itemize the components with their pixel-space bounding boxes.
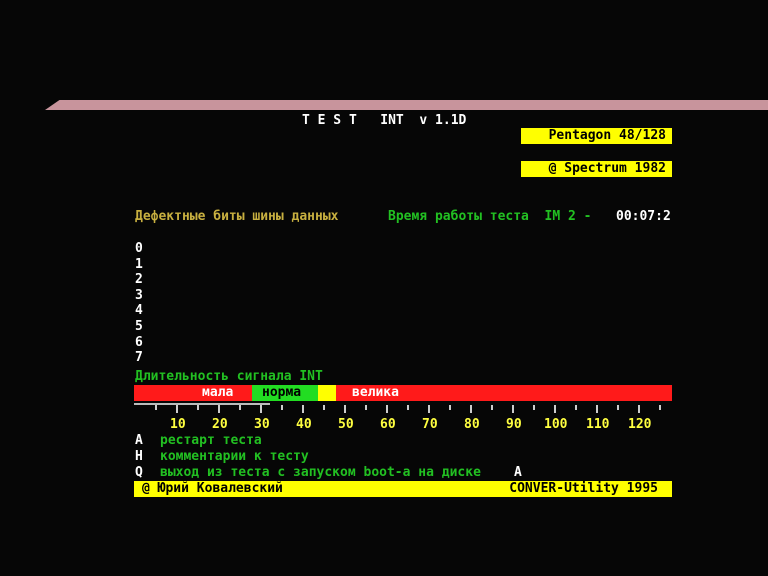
scale-label: 120 — [628, 417, 652, 432]
scale-tick — [323, 405, 325, 410]
menu-key[interactable]: A — [135, 433, 143, 448]
scale-tick — [470, 405, 472, 413]
copyright-badge: @ Spectrum 1982 — [521, 161, 672, 177]
scale-label: 60 — [380, 417, 396, 432]
scale-tick — [407, 405, 409, 410]
scale-tick — [386, 405, 388, 413]
scale-tick — [344, 405, 346, 413]
scale-label: 70 — [422, 417, 438, 432]
scale-tick — [638, 405, 640, 413]
drive-letter: A — [514, 465, 522, 480]
runtime-label: Время работы теста IM 2 - — [388, 209, 592, 224]
menu-item[interactable]: рестарт теста — [160, 433, 262, 448]
signal-label: Длительность сигнала INT — [135, 369, 323, 384]
defective-bits-label: Дефектные биты шины данных — [135, 209, 339, 224]
scale-label: 40 — [296, 417, 312, 432]
scale-label: 80 — [464, 417, 480, 432]
menu-item[interactable]: выход из теста с запуском boot-а на диск… — [160, 465, 481, 480]
scale-tick — [533, 405, 535, 410]
normal-zone — [252, 385, 318, 401]
scale-tick — [449, 405, 451, 410]
scale-label: 20 — [212, 417, 228, 432]
machine-badge: Pentagon 48/128 — [521, 128, 672, 144]
border-band — [45, 100, 768, 110]
scale-tick — [428, 405, 430, 413]
page-title: T E S T INT v 1.1D — [302, 113, 467, 128]
scale-tick — [260, 405, 262, 413]
low-label: мала — [202, 385, 234, 400]
border-zone — [318, 385, 336, 401]
menu-key[interactable]: H — [135, 449, 143, 464]
bit-row: 0 — [135, 241, 143, 256]
menu-item[interactable]: комментарии к тесту — [160, 449, 309, 464]
bit-row: 6 — [135, 334, 143, 350]
high-label: велика — [352, 385, 399, 400]
bit-row: 4 — [135, 303, 143, 319]
scale-label: 110 — [586, 417, 610, 432]
scale-tick — [218, 405, 220, 413]
signal-bar: мала норма велика — [134, 385, 672, 401]
scale-tick — [491, 405, 493, 410]
scale-tick — [617, 405, 619, 410]
bit-row: 1 — [135, 256, 143, 272]
bit-row: 2 — [135, 272, 143, 288]
bit-row: 7 — [135, 350, 143, 366]
menu-key[interactable]: Q — [135, 465, 143, 480]
scale-tick — [575, 405, 577, 410]
product: CONVER-Utility 1995 — [509, 481, 658, 496]
scale-label: 30 — [254, 417, 270, 432]
scale-label: 10 — [170, 417, 186, 432]
scale-tick — [554, 405, 556, 413]
scale-label: 100 — [544, 417, 568, 432]
bit-row: 5 — [135, 319, 143, 334]
scale-tick — [239, 405, 241, 410]
scale-tick — [302, 405, 304, 413]
scale-tick — [365, 405, 367, 410]
marker-line — [134, 403, 270, 405]
scale-tick — [596, 405, 598, 413]
footer-bar: @ Юрий Ковалевский CONVER-Utility 1995 — [134, 481, 672, 497]
scale-label: 90 — [506, 417, 522, 432]
author: @ Юрий Ковалевский — [142, 481, 283, 496]
scale-tick — [176, 405, 178, 413]
scale-tick — [197, 405, 199, 410]
scale-tick — [155, 405, 157, 410]
scale-tick — [281, 405, 283, 410]
normal-label: норма — [262, 385, 302, 400]
scale-tick — [512, 405, 514, 413]
scale-tick — [659, 405, 661, 410]
scale-label: 50 — [338, 417, 354, 432]
runtime-value: 00:07:2 — [616, 209, 671, 224]
bit-row: 3 — [135, 287, 143, 303]
